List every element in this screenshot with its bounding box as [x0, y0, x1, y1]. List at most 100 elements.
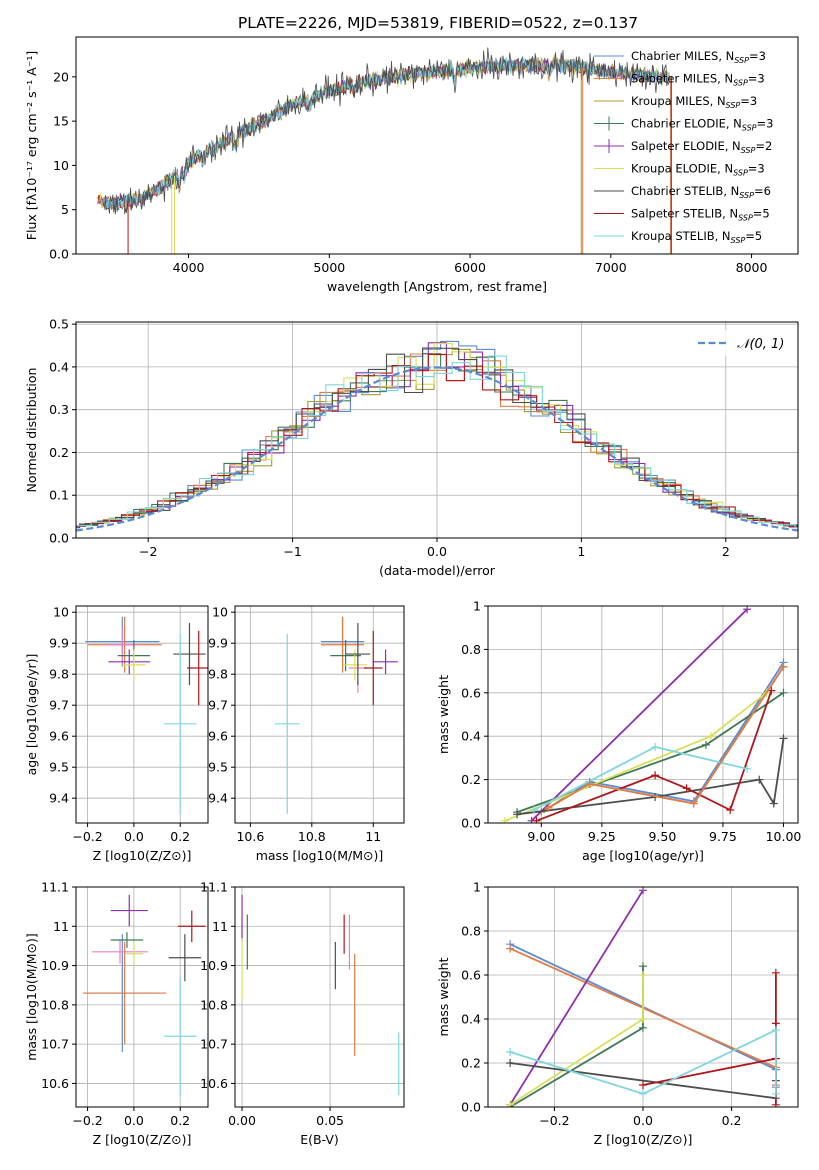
plot-area: [85, 616, 208, 814]
y-tick-label: 20: [53, 69, 69, 84]
series-marker: [779, 688, 788, 697]
y-tick-label: 0.0: [49, 247, 69, 262]
y-tick-label: 0.6: [461, 968, 481, 983]
series-marker: [743, 764, 752, 773]
y-tick-label: 0.4: [461, 729, 481, 744]
x-tick-label: 0.00: [228, 1113, 256, 1128]
series-marker: [779, 662, 788, 671]
series-line: [533, 746, 748, 811]
y-tick-label: 5: [61, 202, 69, 217]
y-tick-label: 0.2: [461, 772, 481, 787]
chart-mass-weight-vs-age: 9.00 9.25 9.50 9.75 10.00 0.0 0.2 0.4 0.6 0.8 1 age…: [436, 599, 801, 864]
y-tick-label: 0.4: [49, 359, 69, 374]
x-tick-label: 5000: [313, 260, 345, 275]
x-axis-label: Z [log10(Z/Z⊙)]: [93, 1132, 192, 1147]
series-marker: [639, 962, 647, 971]
series-marker: [743, 606, 752, 614]
y-tick-label: 9.7: [49, 698, 69, 713]
y-tick-label: 9.8: [208, 667, 228, 682]
plot-area: [241, 894, 400, 1096]
x-tick-label: 0.0: [427, 544, 447, 559]
y-tick-label: 1: [473, 599, 481, 614]
series-line: [509, 1028, 777, 1095]
y-tick-label: 10.6: [200, 1076, 228, 1091]
y-tick-label: 1: [473, 880, 481, 895]
spectrum-line: [100, 58, 670, 210]
chart-spectrum: 4000 5000 6000 7000 8000 0.0 5 10 15 20 wavelength…: [24, 36, 799, 294]
y-axis-label: mass weight: [436, 675, 451, 754]
x-tick-label: 0.2: [170, 829, 190, 844]
y-tick-label: 0.2: [461, 1056, 481, 1071]
series-marker: [544, 803, 553, 812]
series-marker: [682, 784, 691, 793]
x-tick-label: 8000: [736, 260, 768, 275]
legend-entry: Kroupa STELIB, NSSP=5: [631, 229, 762, 245]
y-tick-label: 10: [212, 605, 228, 620]
x-tick-label: 0.0: [633, 1113, 653, 1128]
x-axis-label: Z [log10(Z/Z⊙)]: [93, 848, 192, 863]
histogram-step: [76, 348, 798, 527]
y-axis-label: age [log10(age/yr)]: [24, 654, 39, 776]
y-tick-label: 9.6: [49, 729, 69, 744]
x-axis-label: mass [log10(M/M⊙)]: [256, 848, 384, 863]
legend-entry: Chabrier ELODIE, NSSP=3: [631, 117, 773, 133]
x-tick-label: 10.00: [766, 829, 802, 844]
y-tick-label: 0.0: [461, 1100, 481, 1115]
y-tick-label: 10.8: [200, 997, 228, 1012]
x-tick-label: 1: [577, 544, 585, 559]
y-tick-label: 9.9: [49, 636, 69, 651]
y-tick-label: 9.6: [208, 729, 228, 744]
plot-area: [82, 894, 206, 1096]
y-axis-label: Normed distribution: [24, 368, 39, 493]
y-tick-label: 0.8: [461, 642, 481, 657]
chart-mass-vs-Z: −0.2 0.0 0.2 10.6 10.7 10.8 10.9 11 11.1 Z [log10…: [24, 880, 209, 1147]
x-tick-label: 0.2: [170, 1113, 190, 1128]
x-tick-label: 10.8: [298, 829, 326, 844]
y-axis-label: Flux [fλ10⁻¹⁷ erg cm⁻² s⁻¹ A⁻¹]: [24, 51, 39, 240]
series-marker: [500, 816, 509, 823]
x-tick-label: 7000: [595, 260, 627, 275]
series-marker: [639, 887, 647, 895]
x-tick-label: −1: [283, 544, 301, 559]
chart-residuals: −2 −1 0.0 1 2 0.0 0.1 0.2 0.3 0.4 0.5 (data-model)/…: [24, 317, 799, 578]
x-tick-label: 9.75: [709, 829, 737, 844]
x-tick-label: −2: [139, 544, 157, 559]
y-tick-label: 0.5: [49, 317, 69, 332]
series-line: [536, 690, 773, 822]
gaussian-curve: [76, 366, 798, 532]
y-tick-label: 0.3: [49, 402, 69, 417]
series-marker: [506, 1100, 515, 1107]
spectrum-line: [102, 47, 670, 215]
x-tick-label: 0.0: [124, 829, 144, 844]
y-tick-label: 9.4: [208, 791, 228, 806]
series-marker: [771, 968, 780, 977]
y-tick-label: 9.5: [49, 760, 69, 775]
series-line: [642, 972, 777, 1105]
y-tick-label: 9.7: [208, 698, 228, 713]
y-tick-label: 0.2: [49, 445, 69, 460]
x-axis-label: wavelength [Angstrom, rest frame]: [327, 279, 547, 294]
legend-entry: Salpeter MILES, NSSP=3: [631, 72, 765, 88]
series-marker: [755, 775, 764, 784]
y-tick-label: 0.0: [461, 816, 481, 831]
series-marker: [639, 1023, 647, 1032]
chart-mass-vs-EBV: 0.00 0.05 10.6 10.7 10.8 10.9 11 11.1 E(B-V): [200, 880, 405, 1147]
axes-frame: [75, 886, 209, 1108]
legend-entry: 𝒩(0, 1): [737, 337, 784, 352]
y-tick-label: 9.5: [208, 760, 228, 775]
series-line: [548, 661, 785, 809]
series-marker: [639, 1015, 647, 1023]
series-marker: [532, 816, 541, 823]
figure-title: PLATE=2226, MJD=53819, FIBERID=0522, z=0…: [238, 14, 638, 32]
series-marker: [771, 1026, 780, 1034]
x-tick-label: 10.6: [236, 829, 264, 844]
y-tick-label: 0.1: [49, 488, 69, 503]
spectrum-line: [100, 56, 671, 210]
x-tick-label: 0.2: [722, 1113, 742, 1128]
y-tick-label: 10.7: [200, 1037, 228, 1052]
y-tick-label: 9.9: [208, 636, 228, 651]
legend-entry: Kroupa ELODIE, NSSP=3: [631, 162, 765, 178]
series-marker: [726, 805, 735, 814]
series-marker: [771, 1100, 780, 1107]
series-marker: [706, 732, 715, 741]
